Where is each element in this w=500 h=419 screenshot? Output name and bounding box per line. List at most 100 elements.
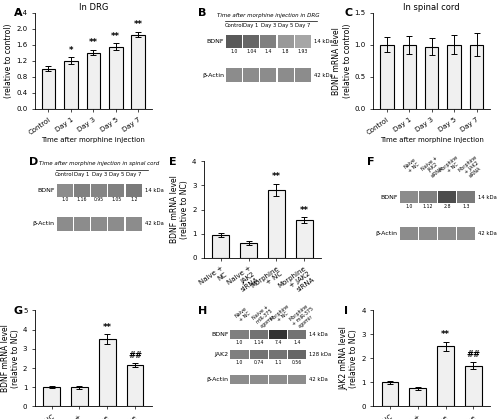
Text: Day 5: Day 5 bbox=[108, 172, 124, 177]
Y-axis label: BDNF mRNA level
(relative to NC): BDNF mRNA level (relative to NC) bbox=[0, 324, 20, 392]
Text: 1.93: 1.93 bbox=[298, 49, 308, 54]
Text: 42 kDa: 42 kDa bbox=[314, 72, 332, 78]
Text: 128 kDa: 128 kDa bbox=[309, 352, 332, 357]
Bar bbox=[126, 184, 142, 197]
Text: Morphine
+ JAK2
siRNA: Morphine + JAK2 siRNA bbox=[458, 154, 486, 181]
Bar bbox=[250, 375, 268, 384]
Bar bbox=[425, 47, 438, 109]
Bar bbox=[402, 44, 416, 109]
Bar bbox=[108, 217, 124, 230]
Text: Control: Control bbox=[55, 172, 74, 177]
X-axis label: Time after morphine injection: Time after morphine injection bbox=[42, 137, 146, 143]
Bar bbox=[438, 191, 456, 203]
Bar bbox=[126, 365, 144, 406]
Text: Day 7: Day 7 bbox=[126, 172, 142, 177]
Y-axis label: BDNF mRNA level
(relative to control): BDNF mRNA level (relative to control) bbox=[0, 23, 14, 98]
Bar bbox=[109, 47, 122, 109]
Text: 1.4: 1.4 bbox=[264, 49, 272, 54]
Bar bbox=[278, 68, 293, 82]
Text: β-Actin: β-Actin bbox=[33, 221, 55, 226]
Bar bbox=[269, 375, 287, 384]
Text: Naive
+ NC: Naive + NC bbox=[234, 306, 252, 323]
Bar bbox=[226, 68, 242, 82]
Bar bbox=[465, 366, 481, 406]
Y-axis label: JAK2 mRNA level
(relative to NC): JAK2 mRNA level (relative to NC) bbox=[339, 326, 358, 391]
Bar bbox=[269, 350, 287, 360]
Bar bbox=[250, 350, 268, 360]
Text: 1.05: 1.05 bbox=[112, 197, 122, 202]
Text: 14 kDa: 14 kDa bbox=[314, 39, 332, 44]
Y-axis label: BDNF mRNA level
(relative to NC): BDNF mRNA level (relative to NC) bbox=[170, 176, 189, 243]
Bar bbox=[230, 350, 248, 360]
Text: BDNF: BDNF bbox=[380, 194, 398, 199]
Text: Morphine
+ miR-375
agomir: Morphine + miR-375 agomir bbox=[287, 302, 318, 331]
Bar bbox=[56, 184, 72, 197]
Bar bbox=[458, 227, 475, 240]
Bar bbox=[448, 44, 461, 109]
Bar bbox=[126, 217, 142, 230]
Bar bbox=[108, 184, 124, 197]
Text: I: I bbox=[344, 305, 348, 316]
Text: β-Actin: β-Actin bbox=[202, 72, 224, 78]
Text: 1.0: 1.0 bbox=[61, 197, 68, 202]
Text: BDNF: BDNF bbox=[38, 188, 55, 193]
Bar bbox=[74, 184, 90, 197]
Text: 1.04: 1.04 bbox=[246, 49, 256, 54]
Text: **: ** bbox=[89, 38, 98, 47]
Text: **: ** bbox=[272, 172, 281, 181]
Bar bbox=[74, 217, 90, 230]
Bar bbox=[260, 68, 276, 82]
Bar bbox=[419, 227, 437, 240]
Text: Day 1: Day 1 bbox=[74, 172, 90, 177]
Bar bbox=[91, 184, 107, 197]
Text: **: ** bbox=[112, 31, 120, 41]
Text: Day 1: Day 1 bbox=[244, 23, 259, 28]
Text: ##: ## bbox=[128, 351, 142, 360]
Text: A: A bbox=[14, 8, 22, 18]
Bar bbox=[410, 388, 426, 406]
Text: E: E bbox=[169, 157, 177, 167]
Text: 1.0: 1.0 bbox=[236, 360, 243, 365]
Y-axis label: BDNF mRNA level
(relative to control): BDNF mRNA level (relative to control) bbox=[332, 23, 351, 98]
Bar bbox=[56, 217, 72, 230]
Text: 1.4: 1.4 bbox=[294, 340, 301, 345]
Text: 42 kDa: 42 kDa bbox=[144, 221, 164, 226]
Bar bbox=[470, 44, 484, 109]
Bar bbox=[230, 330, 248, 339]
Text: Naive +
JAK2
siRNA: Naive + JAK2 siRNA bbox=[420, 155, 446, 181]
Bar bbox=[295, 68, 311, 82]
Text: 7.4: 7.4 bbox=[274, 340, 281, 345]
Bar bbox=[230, 375, 248, 384]
Bar bbox=[86, 53, 100, 109]
Bar bbox=[382, 383, 398, 406]
Bar bbox=[419, 191, 437, 203]
Bar bbox=[260, 35, 276, 48]
Text: Day 7: Day 7 bbox=[295, 23, 310, 28]
Text: 1.0: 1.0 bbox=[405, 204, 412, 209]
Bar bbox=[91, 217, 107, 230]
Bar bbox=[268, 190, 284, 258]
Text: Time after morphine injection in DRG: Time after morphine injection in DRG bbox=[217, 13, 320, 18]
Text: **: ** bbox=[300, 206, 308, 215]
Text: 14 kDa: 14 kDa bbox=[478, 194, 497, 199]
Bar bbox=[400, 227, 417, 240]
Bar bbox=[288, 375, 306, 384]
Bar bbox=[458, 191, 475, 203]
Text: 1.2: 1.2 bbox=[130, 197, 138, 202]
Text: 1.1: 1.1 bbox=[274, 360, 281, 365]
Title: In DRG: In DRG bbox=[78, 3, 108, 12]
Text: Day 5: Day 5 bbox=[278, 23, 293, 28]
Text: JAK2: JAK2 bbox=[214, 352, 228, 357]
Text: B: B bbox=[198, 8, 206, 18]
Title: In spinal cord: In spinal cord bbox=[404, 3, 460, 12]
Text: Day 3: Day 3 bbox=[260, 23, 276, 28]
Text: D: D bbox=[29, 157, 38, 167]
Bar bbox=[44, 387, 60, 406]
Bar bbox=[212, 235, 229, 258]
Text: **: ** bbox=[102, 323, 112, 331]
Bar bbox=[64, 61, 78, 109]
Text: 1.16: 1.16 bbox=[76, 197, 87, 202]
Text: BDNF: BDNF bbox=[211, 332, 228, 337]
Text: 42 kDa: 42 kDa bbox=[309, 377, 328, 382]
Text: C: C bbox=[344, 8, 352, 18]
